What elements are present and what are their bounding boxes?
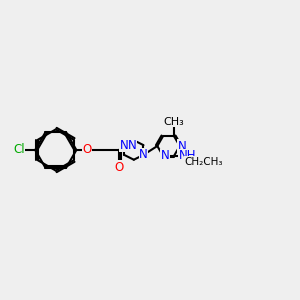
Text: NH: NH	[178, 149, 196, 162]
Text: N: N	[120, 139, 128, 152]
Text: N: N	[160, 149, 169, 162]
Text: Cl: Cl	[13, 143, 25, 157]
Text: O: O	[115, 160, 124, 174]
Text: N: N	[128, 139, 137, 152]
Text: N: N	[177, 140, 186, 152]
Text: O: O	[83, 143, 92, 157]
Text: CH₃: CH₃	[164, 117, 184, 127]
Text: CH₂CH₃: CH₂CH₃	[184, 157, 223, 166]
Text: N: N	[139, 148, 148, 161]
